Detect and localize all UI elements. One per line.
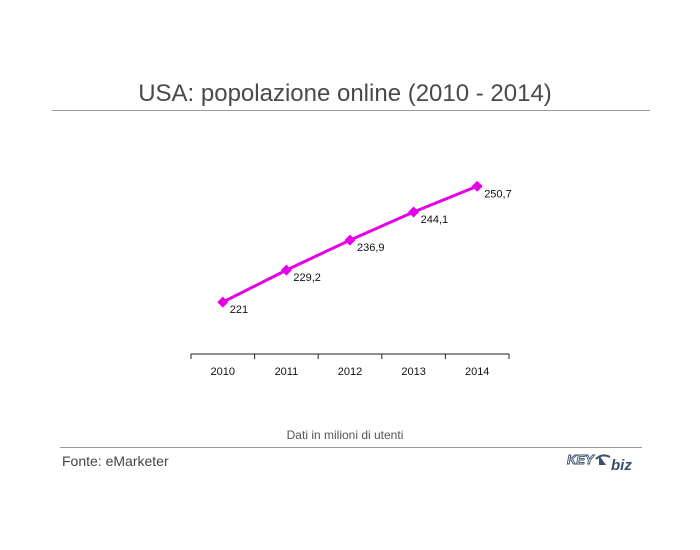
x-axis: 2010 2011 2012 2013 2014 xyxy=(190,353,510,378)
source-text: Fonte: eMarketer xyxy=(62,453,169,469)
data-label: 244,1 xyxy=(421,214,449,226)
x-tick-label: 2012 xyxy=(338,366,362,378)
data-label: 250,7 xyxy=(484,188,512,200)
data-point-marker xyxy=(217,296,229,308)
data-point-marker xyxy=(280,264,292,276)
svg-text:biz: biz xyxy=(611,457,632,473)
data-label: 221 xyxy=(230,304,248,316)
data-label: 236,9 xyxy=(357,242,385,254)
x-tick-label: 2010 xyxy=(211,366,235,378)
title-divider xyxy=(52,110,650,111)
x-tick-label: 2011 xyxy=(275,366,299,378)
data-point-marker xyxy=(471,180,483,192)
data-point-marker xyxy=(408,206,420,218)
data-point-marker xyxy=(344,234,356,246)
series-layer: 221 229,2 236,9 244,1 250,7 xyxy=(217,180,512,316)
chart-title: USA: popolazione online (2010 - 2014) xyxy=(138,80,552,107)
svg-text:KEY: KEY xyxy=(567,452,595,467)
units-note: Dati in milioni di utenti xyxy=(286,428,404,442)
footer-divider xyxy=(60,447,642,448)
x-tick-label: 2013 xyxy=(401,366,425,378)
x-tick-label: 2014 xyxy=(465,366,489,378)
data-label: 229,2 xyxy=(293,272,321,284)
key4biz-logo: KEY biz xyxy=(567,452,633,473)
